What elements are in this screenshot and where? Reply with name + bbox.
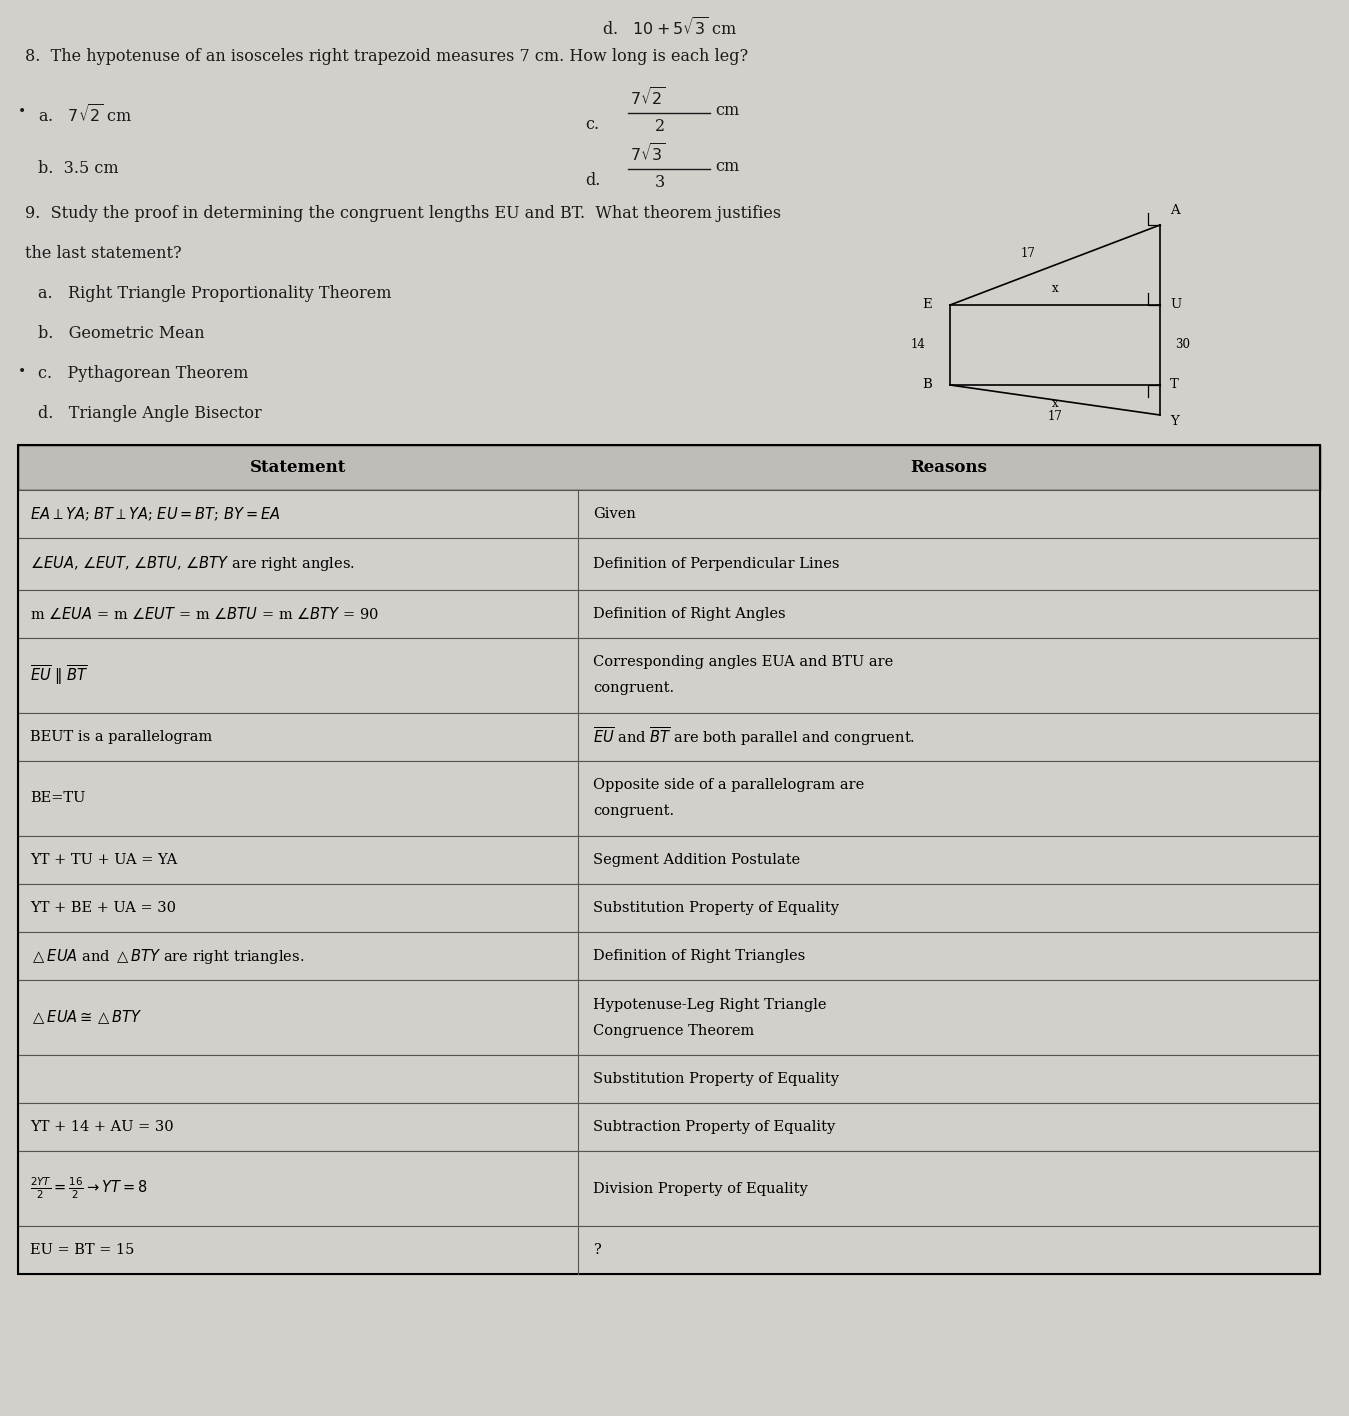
Text: cm: cm <box>715 102 739 119</box>
Bar <box>18 490 1321 538</box>
Text: Congruence Theorem: Congruence Theorem <box>592 1024 754 1038</box>
Text: x: x <box>1052 282 1059 295</box>
Text: d.   $10+5\sqrt{3}$ cm: d. $10+5\sqrt{3}$ cm <box>603 18 738 40</box>
Text: Segment Addition Postulate: Segment Addition Postulate <box>592 852 800 867</box>
Text: YT + 14 + AU = 30: YT + 14 + AU = 30 <box>30 1120 174 1134</box>
Text: B: B <box>923 378 932 391</box>
Text: E: E <box>923 299 932 312</box>
Text: b.  3.5 cm: b. 3.5 cm <box>38 160 119 177</box>
Text: Statement: Statement <box>250 459 347 476</box>
Text: YT + BE + UA = 30: YT + BE + UA = 30 <box>30 901 175 915</box>
Bar <box>18 1226 1321 1274</box>
Text: ?: ? <box>592 1243 600 1257</box>
Text: congruent.: congruent. <box>592 681 674 695</box>
Text: $7\sqrt{2}$: $7\sqrt{2}$ <box>630 88 666 110</box>
Text: 2: 2 <box>656 118 665 135</box>
Text: Given: Given <box>592 507 635 521</box>
Text: 9.  Study the proof in determining the congruent lengths EU and BT.  What theore: 9. Study the proof in determining the co… <box>26 205 781 222</box>
Text: 17: 17 <box>1020 246 1035 261</box>
Text: $\triangle EUA$ and $\triangle BTY$ are right triangles.: $\triangle EUA$ and $\triangle BTY$ are … <box>30 946 305 966</box>
Text: m $\angle EUA$ = m $\angle EUT$ = m $\angle BTU$ = m $\angle BTY$ = 90: m $\angle EUA$ = m $\angle EUT$ = m $\an… <box>30 606 379 622</box>
Text: BE=TU: BE=TU <box>30 792 85 806</box>
Text: Substitution Property of Equality: Substitution Property of Equality <box>592 1072 839 1086</box>
Text: Division Property of Equality: Division Property of Equality <box>592 1181 808 1195</box>
Text: $\angle EUA$, $\angle EUT$, $\angle BTU$, $\angle BTY$ are right angles.: $\angle EUA$, $\angle EUT$, $\angle BTU$… <box>30 555 355 573</box>
Bar <box>18 714 1321 760</box>
Text: •: • <box>18 365 26 379</box>
Text: $EA \perp YA$; $BT \perp YA$; $EU = BT$; $BY = EA$: $EA \perp YA$; $BT \perp YA$; $EU = BT$;… <box>30 506 281 523</box>
Text: a.   Right Triangle Proportionality Theorem: a. Right Triangle Proportionality Theore… <box>38 285 391 302</box>
Text: T: T <box>1170 378 1179 391</box>
Text: YT + TU + UA = YA: YT + TU + UA = YA <box>30 852 177 867</box>
Text: Hypotenuse-Leg Right Triangle: Hypotenuse-Leg Right Triangle <box>592 997 827 1011</box>
Text: $7\sqrt{3}$: $7\sqrt{3}$ <box>630 144 666 166</box>
Text: Definition of Right Triangles: Definition of Right Triangles <box>592 949 805 963</box>
Bar <box>18 538 1321 590</box>
Bar <box>18 445 1321 1274</box>
Bar <box>18 884 1321 932</box>
Text: BEUT is a parallelogram: BEUT is a parallelogram <box>30 731 212 743</box>
Text: c.   Pythagorean Theorem: c. Pythagorean Theorem <box>38 365 248 382</box>
Bar <box>18 932 1321 980</box>
Text: x: x <box>1052 396 1059 411</box>
Bar <box>18 1055 1321 1103</box>
Text: Definition of Perpendicular Lines: Definition of Perpendicular Lines <box>592 556 839 571</box>
Text: A: A <box>1170 204 1179 217</box>
Text: EU = BT = 15: EU = BT = 15 <box>30 1243 135 1257</box>
Text: c.: c. <box>585 116 599 133</box>
Text: b.   Geometric Mean: b. Geometric Mean <box>38 326 205 343</box>
Text: 8.  The hypotenuse of an isosceles right trapezoid measures 7 cm. How long is ea: 8. The hypotenuse of an isosceles right … <box>26 48 749 65</box>
Text: 30: 30 <box>1175 338 1190 351</box>
Bar <box>18 1151 1321 1226</box>
Text: a.   $7\sqrt{2}$ cm: a. $7\sqrt{2}$ cm <box>38 105 132 127</box>
Text: cm: cm <box>715 159 739 176</box>
Bar <box>18 835 1321 884</box>
Bar <box>18 980 1321 1055</box>
Text: 14: 14 <box>911 338 925 351</box>
Bar <box>18 590 1321 639</box>
Bar <box>18 445 1321 490</box>
Text: Subtraction Property of Equality: Subtraction Property of Equality <box>592 1120 835 1134</box>
Text: 17: 17 <box>1048 411 1063 423</box>
Text: Definition of Right Angles: Definition of Right Angles <box>592 607 785 622</box>
Text: 3: 3 <box>656 174 665 191</box>
Text: congruent.: congruent. <box>592 804 674 818</box>
Bar <box>18 639 1321 714</box>
Text: d.   Triangle Angle Bisector: d. Triangle Angle Bisector <box>38 405 262 422</box>
Bar <box>18 1103 1321 1151</box>
Bar <box>18 760 1321 835</box>
Text: $\overline{EU}$ and $\overline{BT}$ are both parallel and congruent.: $\overline{EU}$ and $\overline{BT}$ are … <box>592 725 915 748</box>
Text: d.: d. <box>585 171 600 188</box>
Text: $\overline{EU}$ $\|$ $\overline{BT}$: $\overline{EU}$ $\|$ $\overline{BT}$ <box>30 664 89 687</box>
Text: •: • <box>18 105 26 119</box>
Text: Corresponding angles EUA and BTU are: Corresponding angles EUA and BTU are <box>592 656 893 670</box>
Text: U: U <box>1170 299 1182 312</box>
Text: Reasons: Reasons <box>911 459 987 476</box>
Text: the last statement?: the last statement? <box>26 245 182 262</box>
Text: $\frac{2YT}{2} = \frac{16}{2} \rightarrow YT = 8$: $\frac{2YT}{2} = \frac{16}{2} \rightarro… <box>30 1175 147 1201</box>
Text: Y: Y <box>1170 415 1179 428</box>
Text: $\triangle EUA \cong \triangle BTY$: $\triangle EUA \cong \triangle BTY$ <box>30 1008 143 1027</box>
Text: Opposite side of a parallelogram are: Opposite side of a parallelogram are <box>592 779 865 793</box>
Text: Substitution Property of Equality: Substitution Property of Equality <box>592 901 839 915</box>
